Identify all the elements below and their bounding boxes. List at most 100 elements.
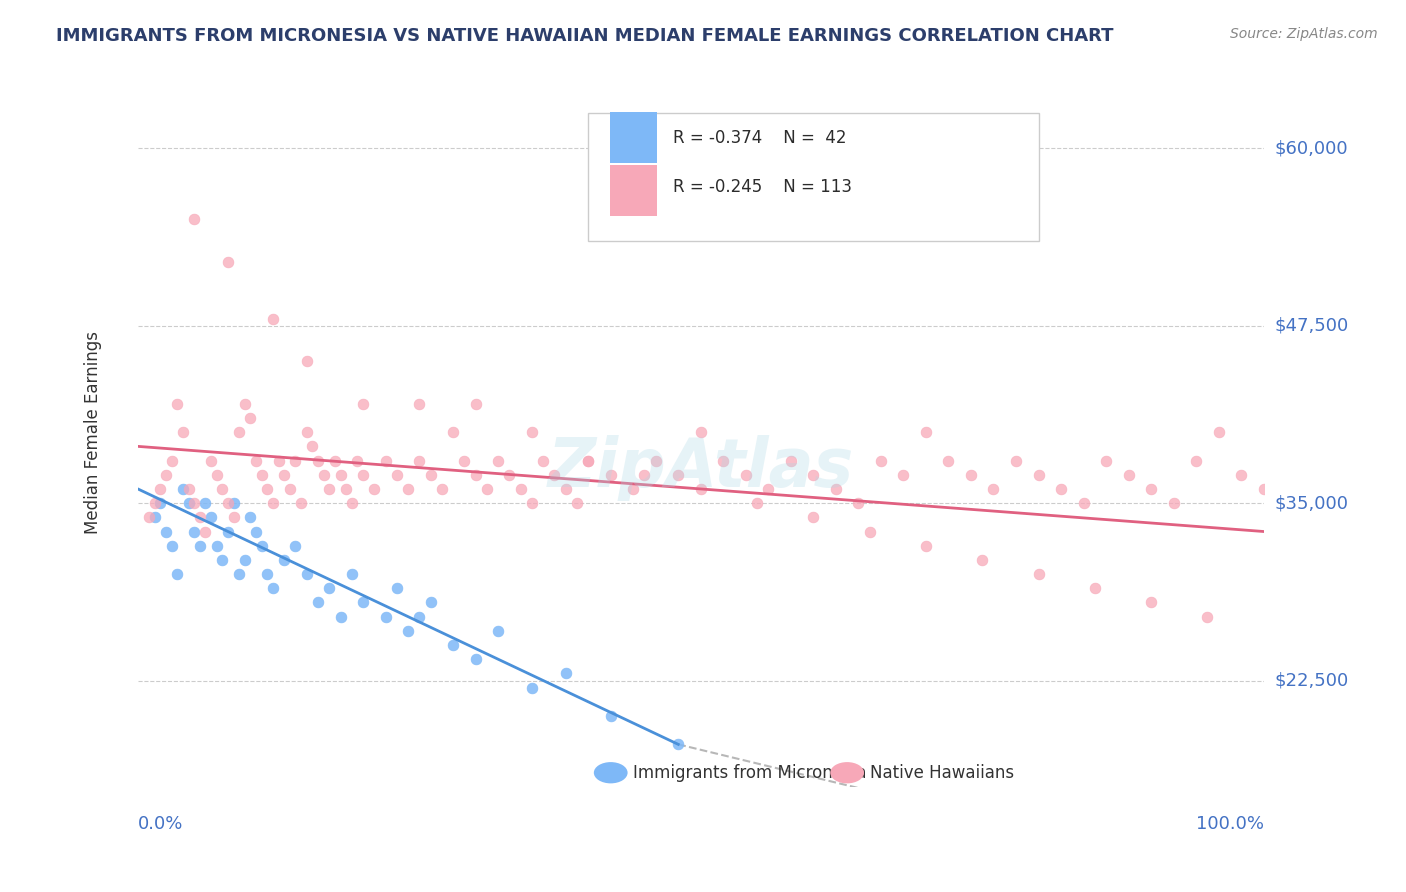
Point [262,311,284,326]
Text: $60,000: $60,000 [1275,139,1348,157]
Point [177,482,200,496]
Point [352,595,374,609]
Point [211,553,233,567]
Point [352,397,374,411]
Point [273,467,295,482]
Point [262,496,284,510]
Point [217,524,239,539]
Text: 100.0%: 100.0% [1195,815,1264,833]
Point [1028,467,1050,482]
Point [149,496,172,510]
Point [408,609,430,624]
Point [183,212,205,227]
Point [430,482,453,496]
Point [870,453,893,467]
Text: 0.0%: 0.0% [138,815,183,833]
Text: Immigrants from Micronesia: Immigrants from Micronesia [633,764,866,781]
Point [155,524,177,539]
Point [1028,567,1050,582]
Point [352,467,374,482]
Point [188,510,211,524]
Point [859,524,882,539]
Point [329,609,352,624]
Point [1185,453,1208,467]
Point [250,467,273,482]
Point [340,496,363,510]
Point [689,425,711,440]
Point [633,467,655,482]
Point [1140,595,1163,609]
Point [340,567,363,582]
Point [396,482,419,496]
Point [1005,453,1028,467]
Point [972,553,994,567]
Point [666,467,689,482]
Point [233,553,256,567]
Point [1118,467,1140,482]
Point [554,482,576,496]
Point [194,524,217,539]
Point [464,467,486,482]
Text: $47,500: $47,500 [1275,317,1350,334]
Point [205,467,228,482]
Point [290,496,312,510]
Text: R = -0.374    N =  42: R = -0.374 N = 42 [672,128,846,147]
Point [565,496,588,510]
Point [464,652,486,666]
Point [374,453,396,467]
Point [166,397,188,411]
Point [486,624,509,638]
Point [779,453,801,467]
Point [307,453,329,467]
Text: Median Female Earnings: Median Female Earnings [84,331,101,533]
Point [284,453,307,467]
Point [217,255,239,269]
Point [1084,581,1107,595]
Point [233,397,256,411]
Point [160,453,183,467]
Point [408,453,430,467]
Point [194,496,217,510]
FancyBboxPatch shape [588,113,1039,241]
Point [1050,482,1073,496]
Point [172,425,194,440]
Point [149,482,172,496]
Text: $22,500: $22,500 [1275,672,1350,690]
Point [644,453,666,467]
Point [576,453,599,467]
Point [160,539,183,553]
Point [520,681,543,695]
Point [1253,482,1275,496]
Point [374,609,396,624]
FancyBboxPatch shape [610,165,657,217]
Point [520,425,543,440]
Text: Source: ZipAtlas.com: Source: ZipAtlas.com [1230,27,1378,41]
Point [346,453,368,467]
Point [267,453,290,467]
Point [599,709,621,723]
Point [211,482,233,496]
Point [200,453,222,467]
Point [385,467,408,482]
Point [621,482,644,496]
Point [256,567,278,582]
Point [419,467,441,482]
Point [915,539,938,553]
Point [295,354,318,368]
Point [222,510,245,524]
Point [250,539,273,553]
Point [801,510,824,524]
Point [166,567,188,582]
Point [256,482,278,496]
Point [408,397,430,411]
Point [915,425,938,440]
Point [363,482,385,496]
Point [711,453,734,467]
Point [509,482,531,496]
Point [1095,453,1118,467]
Point [329,467,352,482]
Point [183,524,205,539]
Text: Native Hawaiians: Native Hawaiians [870,764,1014,781]
Point [217,496,239,510]
Point [1230,467,1253,482]
